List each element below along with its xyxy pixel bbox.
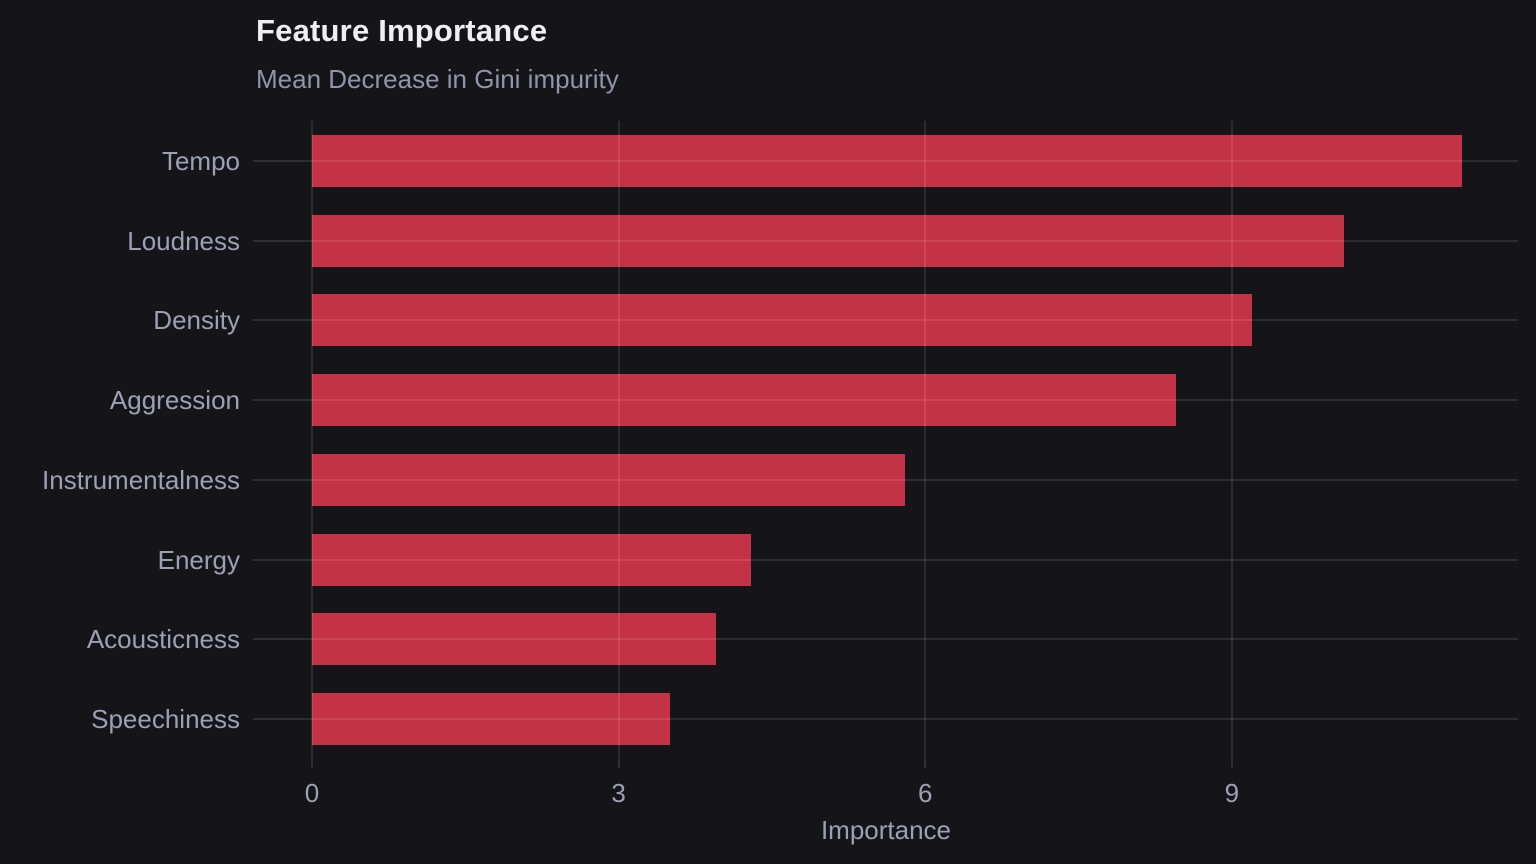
category-gridline xyxy=(312,159,1518,162)
y-tick-label-aggression: Aggression xyxy=(109,385,240,416)
y-tick-label-acousticness: Acousticness xyxy=(86,624,240,655)
category-gridline xyxy=(312,718,1518,721)
x-tick-label-9: 9 xyxy=(1224,778,1240,808)
plot-area xyxy=(311,121,1518,759)
x-tick-mark xyxy=(924,759,927,768)
bar-acousticness xyxy=(312,613,716,666)
x-gridline xyxy=(617,121,620,759)
y-tick-label-energy: Energy xyxy=(157,544,240,575)
y-tick-line xyxy=(253,399,312,402)
x-tick-label-0: 0 xyxy=(304,778,320,808)
bar-instrumentalness xyxy=(312,453,905,506)
x-tick-label-3: 3 xyxy=(611,778,626,808)
x-tick-label-6: 6 xyxy=(917,778,933,808)
y-tick-label-loudness: Loudness xyxy=(127,225,240,256)
y-tick-label-density: Density xyxy=(153,305,240,336)
chart-subtitle: Mean Decrease in Gini impurity xyxy=(256,64,619,94)
y-tick-line xyxy=(253,718,312,721)
y-tick-line xyxy=(253,558,312,561)
bar-tempo xyxy=(312,134,1462,187)
y-tick-line xyxy=(253,319,312,322)
y-tick-label-speechiness: Speechiness xyxy=(91,704,240,735)
category-gridline xyxy=(312,478,1518,481)
x-gridline xyxy=(1230,121,1233,759)
category-gridline xyxy=(312,319,1518,322)
x-tick-mark xyxy=(617,759,620,768)
category-gridline xyxy=(312,239,1518,242)
category-gridline xyxy=(312,638,1518,641)
y-tick-line xyxy=(253,478,312,481)
x-zeroline xyxy=(311,121,313,759)
bar-loudness xyxy=(312,214,1345,267)
x-axis-title: Importance xyxy=(820,815,952,845)
x-gridline xyxy=(924,121,927,759)
y-tick-label-tempo: Tempo xyxy=(161,145,240,176)
bar-density xyxy=(312,294,1253,347)
x-tick-mark xyxy=(311,759,313,768)
category-gridline xyxy=(312,558,1518,561)
category-gridline xyxy=(312,399,1518,402)
bar-speechiness xyxy=(312,693,670,746)
y-tick-line xyxy=(253,239,312,242)
bar-energy xyxy=(312,533,752,586)
bar-aggression xyxy=(312,374,1176,427)
y-tick-label-instrumentalness: Instrumentalness xyxy=(42,464,240,495)
chart-title: Feature Importance xyxy=(256,13,548,48)
y-tick-line xyxy=(253,638,312,641)
x-tick-mark xyxy=(1230,759,1233,768)
y-tick-line xyxy=(253,159,312,162)
